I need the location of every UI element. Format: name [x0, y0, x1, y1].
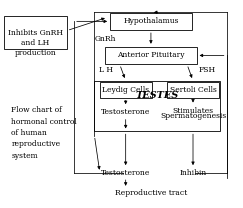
FancyBboxPatch shape	[105, 47, 197, 64]
Text: system: system	[11, 152, 38, 160]
Text: Anterior Pituitary: Anterior Pituitary	[117, 51, 185, 59]
Text: hormonal control: hormonal control	[11, 118, 77, 126]
FancyBboxPatch shape	[110, 12, 192, 30]
Text: of human: of human	[11, 129, 47, 137]
Text: GnRh: GnRh	[95, 35, 116, 43]
Text: Inhibin: Inhibin	[179, 169, 207, 177]
Text: production: production	[15, 48, 56, 57]
Text: FSH: FSH	[198, 66, 216, 74]
Text: L H: L H	[99, 66, 113, 74]
Text: Reproductive tract: Reproductive tract	[115, 189, 187, 197]
Text: Stimulates: Stimulates	[173, 107, 214, 115]
Text: Inhibits GnRH: Inhibits GnRH	[8, 29, 63, 37]
FancyBboxPatch shape	[4, 16, 67, 49]
Text: Flow chart of: Flow chart of	[11, 106, 62, 114]
FancyBboxPatch shape	[94, 81, 220, 131]
Text: and LH: and LH	[21, 39, 50, 47]
Text: Testosterone: Testosterone	[101, 108, 150, 116]
Text: Sertoli Cells: Sertoli Cells	[170, 86, 217, 94]
Text: reproductive: reproductive	[11, 140, 61, 148]
FancyBboxPatch shape	[100, 82, 152, 98]
Text: Hypothalamus: Hypothalamus	[123, 17, 179, 25]
FancyBboxPatch shape	[167, 82, 219, 98]
Text: TESTES: TESTES	[135, 91, 179, 100]
Text: Leydig Cells: Leydig Cells	[102, 86, 149, 94]
Text: Testosterone: Testosterone	[101, 169, 150, 177]
Text: Spermatogenesis: Spermatogenesis	[160, 112, 226, 120]
